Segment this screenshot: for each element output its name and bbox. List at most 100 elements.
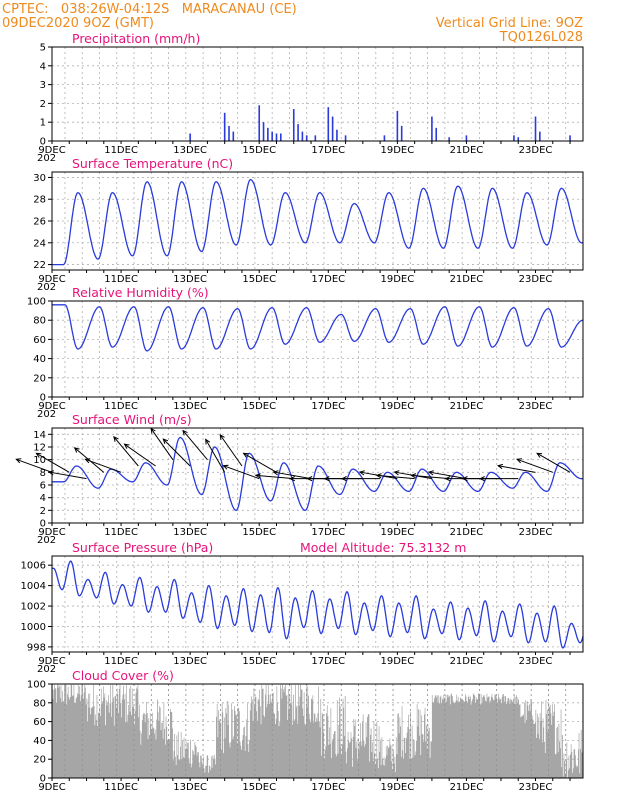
wind-xtick-label: 11DEC bbox=[104, 527, 138, 538]
precipitation-bar bbox=[383, 135, 386, 141]
cloud-area bbox=[52, 684, 583, 778]
precipitation-xtick-label: 13DEC bbox=[173, 145, 207, 156]
precipitation-bar bbox=[331, 116, 334, 141]
header-date: 09DEC2020 9OZ (GMT) bbox=[2, 16, 154, 31]
wind-vector-arrowhead bbox=[444, 476, 451, 482]
cloud-ytick-label: 80 bbox=[33, 698, 46, 709]
precipitation-bar bbox=[223, 112, 226, 141]
wind-year-label: 202 bbox=[37, 535, 56, 546]
precipitation-bar bbox=[344, 135, 347, 141]
precipitation-ytick-label: 3 bbox=[40, 80, 46, 91]
temperature-xtick-label: 13DEC bbox=[173, 274, 207, 285]
humidity-ytick-label: 100 bbox=[27, 297, 46, 308]
cloud-xtick-label: 21DEC bbox=[450, 782, 484, 793]
pressure-xtick-label: 9DEC bbox=[38, 656, 65, 667]
temperature-xtick-label: 17DEC bbox=[311, 274, 345, 285]
pressure-year-label: 202 bbox=[37, 664, 56, 675]
wind-vector-arrowhead bbox=[219, 433, 225, 440]
precipitation-bar bbox=[228, 125, 230, 141]
humidity-xtick-label: 15DEC bbox=[242, 401, 276, 412]
pressure-ytick-label: 1006 bbox=[21, 561, 46, 572]
wind-vector-arrowhead bbox=[289, 476, 296, 482]
precipitation-bar bbox=[539, 131, 541, 141]
precipitation-panel: Precipitation (mm/h) 0 1 2 3 4 5 9DEC 11DEC 13DEC… bbox=[37, 31, 584, 164]
wind-ytick-label: 0 bbox=[40, 519, 46, 530]
precipitation-bar bbox=[465, 135, 468, 141]
humidity-line bbox=[52, 304, 584, 352]
wind-xtick-label: 17DEC bbox=[311, 527, 345, 538]
precipitation-xtick-label: 23DEC bbox=[519, 145, 553, 156]
humidity-title: Relative Humidity (%) bbox=[72, 285, 209, 300]
pressure-xtick-label: 21DEC bbox=[450, 656, 484, 667]
wind-vector-arrow bbox=[36, 452, 70, 473]
precipitation-bar bbox=[400, 125, 403, 141]
pressure-title: Surface Pressure (hPa) bbox=[72, 540, 213, 555]
wind-xtick-label: 21DEC bbox=[450, 527, 484, 538]
humidity-ytick-label: 80 bbox=[33, 316, 46, 327]
humidity-ytick-label: 60 bbox=[33, 335, 46, 346]
wind-vector-arrow bbox=[113, 436, 139, 467]
humidity-frame bbox=[51, 300, 584, 398]
precipitation-bar bbox=[232, 131, 235, 141]
wind-vector-arrow bbox=[376, 474, 415, 480]
wind-vector-arrowhead bbox=[427, 470, 434, 476]
temperature-xtick-label: 21DEC bbox=[450, 274, 484, 285]
precipitation-ytick-label: 1 bbox=[40, 118, 46, 129]
temperature-frame bbox=[51, 171, 584, 271]
wind-vector-arrowhead bbox=[358, 470, 365, 476]
precipitation-xtick-label: 21DEC bbox=[450, 145, 484, 156]
precipitation-frame bbox=[51, 46, 584, 142]
humidity-xtick-label: 17DEC bbox=[311, 401, 345, 412]
wind-vector-arrow bbox=[536, 452, 571, 473]
temperature-ytick-label: 30 bbox=[33, 173, 46, 184]
pressure-xtick-label: 11DEC bbox=[104, 656, 138, 667]
precipitation-xtick-label: 9DEC bbox=[38, 145, 65, 156]
cloud-ytick-label: 20 bbox=[33, 755, 46, 766]
pressure-line bbox=[52, 560, 584, 649]
header-grid-line: Vertical Grid Line: 9OZ bbox=[436, 16, 583, 31]
wind-vector-arrowhead bbox=[306, 476, 313, 482]
precipitation-bar bbox=[431, 116, 433, 141]
wind-ytick-label: 8 bbox=[40, 468, 46, 479]
cloud-ytick-label: 100 bbox=[27, 680, 46, 691]
precipitation-bar bbox=[271, 131, 273, 141]
precipitation-bar bbox=[305, 135, 308, 141]
temperature-xtick-label: 15DEC bbox=[242, 274, 276, 285]
precipitation-ytick-label: 2 bbox=[40, 99, 46, 110]
wind-xtick-label: 19DEC bbox=[380, 527, 414, 538]
wind-ytick-label: 10 bbox=[33, 455, 46, 466]
wind-vector-arrowhead bbox=[254, 473, 261, 479]
temperature-year-label: 202 bbox=[37, 282, 56, 293]
precipitation-bar bbox=[327, 107, 330, 141]
wind-vector-arrowhead bbox=[536, 452, 543, 458]
precipitation-xtick-label: 19DEC bbox=[380, 145, 414, 156]
cloud-xtick-label: 19DEC bbox=[380, 782, 414, 793]
humidity-panel: Relative Humidity (%) 0 20 40 60 80 100 9DEC 11D… bbox=[27, 285, 584, 420]
precipitation-bar bbox=[435, 127, 438, 141]
wind-xtick-label: 9DEC bbox=[38, 527, 65, 538]
wind-vector-arrowhead bbox=[272, 470, 279, 476]
pressure-annotation: Model Altitude: 75.3132 m bbox=[300, 540, 466, 555]
wind-vector-arrowhead bbox=[393, 470, 400, 476]
cloud-frame bbox=[51, 683, 584, 779]
wind-vector-arrowhead bbox=[375, 473, 382, 479]
wind-vector-arrowhead bbox=[340, 476, 347, 482]
wind-vector-arrowhead bbox=[84, 458, 91, 464]
cloud-ytick-label: 0 bbox=[40, 774, 46, 785]
cloud-ytick-label: 40 bbox=[33, 736, 46, 747]
temperature-ytick-label: 28 bbox=[33, 195, 46, 206]
wind-vector-arrow bbox=[498, 465, 536, 473]
wind-vector-arrow bbox=[205, 439, 226, 473]
wind-frame bbox=[51, 427, 584, 524]
pressure-panel: Surface Pressure (hPa) Model Altitude: 75… bbox=[21, 540, 584, 675]
wind-vector-arrow bbox=[16, 458, 53, 473]
precipitation-bar bbox=[297, 124, 299, 141]
wind-ytick-label: 12 bbox=[33, 443, 46, 454]
precipitation-bar bbox=[569, 135, 571, 141]
pressure-xtick-label: 13DEC bbox=[173, 656, 207, 667]
wind-vector-arrowhead bbox=[461, 476, 468, 482]
header-model: TQ0126L028 bbox=[499, 30, 583, 45]
cloud-xtick-label: 17DEC bbox=[311, 782, 345, 793]
